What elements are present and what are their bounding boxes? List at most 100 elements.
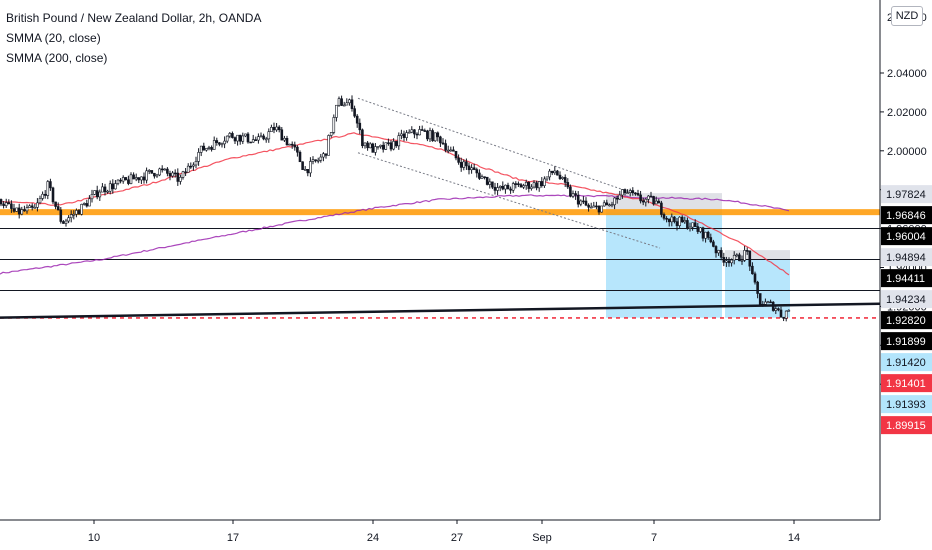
price-label: 1.96004 — [886, 231, 926, 243]
candle-body — [774, 308, 778, 311]
candle-body — [379, 144, 382, 147]
candle-body — [449, 149, 453, 152]
candle-body — [322, 153, 325, 158]
candle-body — [85, 203, 89, 207]
candle-body — [93, 190, 96, 195]
candle-body — [485, 176, 489, 185]
candle-body — [595, 205, 598, 208]
candle-body — [558, 174, 562, 179]
candle-body — [184, 171, 187, 174]
candle-body — [722, 257, 726, 263]
candle-body — [51, 187, 55, 203]
candle-body — [717, 250, 720, 254]
smma20-legend[interactable]: SMMA (20, close) — [6, 31, 101, 45]
candle-body — [738, 254, 741, 262]
candle-body — [522, 185, 525, 188]
candle-body — [472, 167, 476, 170]
candle-body — [696, 226, 700, 232]
candle-body — [103, 186, 107, 193]
candle-body — [569, 186, 572, 197]
price-label-bg — [881, 185, 932, 204]
candle-body — [358, 122, 362, 131]
candle-body — [678, 216, 681, 226]
candle-body — [626, 192, 629, 194]
candle-body — [439, 136, 442, 144]
candle-body — [363, 142, 367, 147]
candle-body — [413, 129, 416, 135]
candle-body — [639, 194, 642, 202]
candle-body — [623, 189, 627, 194]
candle-body — [332, 117, 336, 133]
candle-body — [628, 190, 632, 193]
candle-body — [124, 177, 128, 181]
candle-body — [140, 176, 143, 181]
candle-body — [602, 202, 606, 207]
smma200-legend[interactable]: SMMA (200, close) — [6, 51, 108, 65]
candle-body — [654, 200, 658, 205]
candle-body — [173, 172, 177, 175]
candle-body — [589, 206, 593, 209]
price-label: 1.94411 — [886, 273, 925, 285]
candle-body — [129, 174, 133, 184]
symbol-title[interactable]: British Pound / New Zealand Dollar, 2h, … — [6, 11, 262, 25]
candle-body — [605, 202, 609, 206]
candle-body — [168, 173, 172, 177]
candle-body — [303, 169, 307, 171]
candle-body — [116, 179, 120, 184]
candle-body — [329, 132, 333, 136]
candle-body — [501, 185, 505, 190]
candle-body — [615, 197, 619, 200]
candle-body — [400, 133, 403, 136]
candle-body — [777, 308, 780, 311]
price-label: 1.89915 — [886, 420, 926, 432]
candle-body — [10, 203, 13, 209]
candle-body — [277, 126, 281, 131]
candle-body — [64, 220, 68, 224]
candle-body — [704, 231, 707, 239]
candle-body — [636, 193, 640, 196]
candle-body — [137, 177, 141, 181]
candle-body — [571, 193, 575, 197]
candle-body — [283, 137, 286, 141]
candle-body — [686, 220, 689, 229]
smma-200-line — [0, 194, 790, 275]
candle-body — [49, 181, 52, 189]
price-label: 1.96846 — [886, 210, 926, 222]
time-axis[interactable]: 10 17 24 27 Sep 7 14 — [0, 519, 880, 550]
candle-body — [374, 146, 377, 153]
candle-body — [342, 104, 346, 107]
currency-badge[interactable]: NZD — [891, 6, 923, 26]
candle-body — [272, 127, 276, 131]
candlesticks — [0, 95, 791, 322]
candle-body — [285, 137, 289, 146]
candle-body — [298, 151, 302, 163]
candle-body — [584, 200, 588, 206]
candle-body — [145, 170, 148, 181]
candle-body — [608, 204, 611, 207]
candle-body — [431, 130, 434, 142]
price-label: 1.91393 — [886, 399, 926, 411]
candle-body — [189, 165, 193, 168]
candle-body — [483, 176, 486, 179]
candle-body — [301, 161, 304, 170]
candle-body — [43, 193, 47, 196]
time-axis-bg — [0, 520, 880, 550]
candle-body — [727, 260, 731, 264]
candle-body — [4, 202, 8, 206]
candle-body — [311, 159, 315, 162]
candle-body — [444, 143, 447, 151]
candle-body — [465, 161, 468, 167]
price-label-bg — [881, 374, 932, 393]
candle-body — [186, 165, 190, 173]
trendline — [0, 302, 881, 319]
candle-body — [306, 169, 310, 174]
candle-body — [394, 141, 398, 147]
time-tick-label: 24 — [367, 532, 379, 544]
candle-body — [389, 142, 393, 150]
candle-body — [212, 140, 216, 150]
candle-body — [441, 142, 445, 145]
candle-body — [511, 183, 515, 191]
candle-body — [649, 195, 653, 198]
candle-body — [459, 162, 463, 168]
